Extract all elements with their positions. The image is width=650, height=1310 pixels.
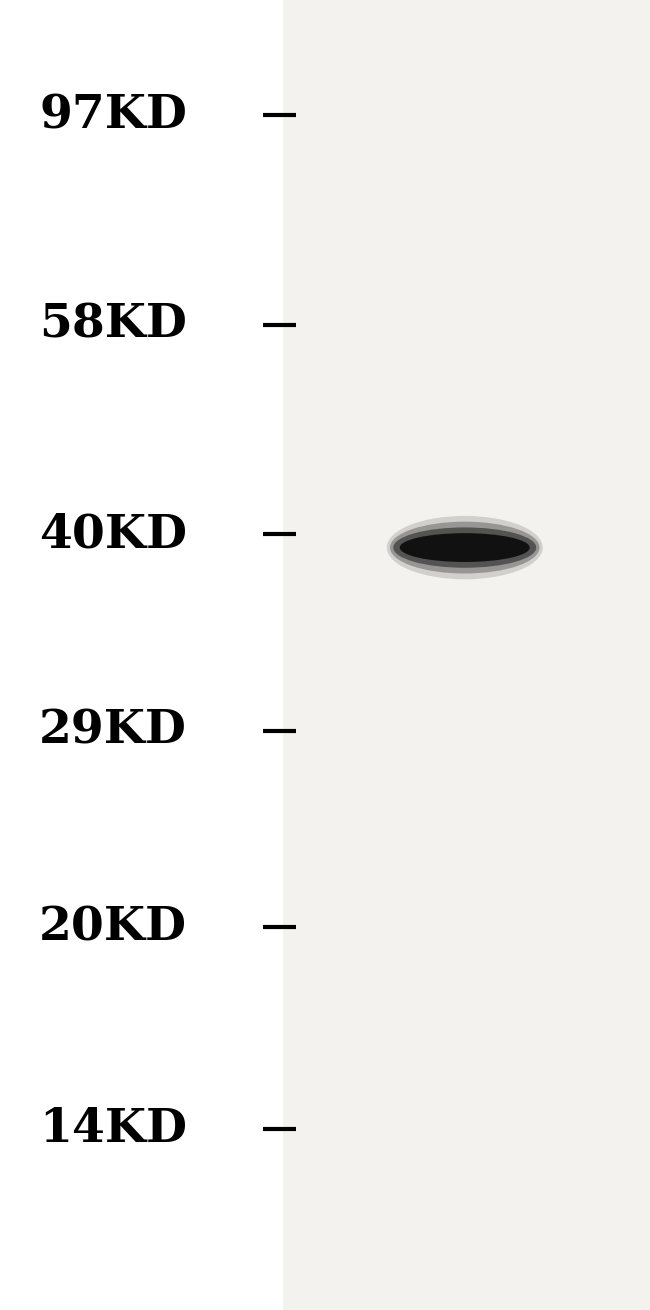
Ellipse shape: [390, 521, 540, 574]
Text: 29KD: 29KD: [39, 707, 187, 755]
Text: 40KD: 40KD: [39, 511, 187, 558]
Text: 14KD: 14KD: [39, 1106, 187, 1153]
Bar: [0, 0, 283, 1310]
Ellipse shape: [393, 528, 536, 567]
Text: 58KD: 58KD: [39, 301, 187, 348]
Bar: [283, 0, 650, 1310]
Ellipse shape: [400, 533, 530, 562]
Ellipse shape: [387, 516, 543, 579]
Text: 20KD: 20KD: [39, 904, 187, 951]
Text: 97KD: 97KD: [39, 92, 187, 139]
